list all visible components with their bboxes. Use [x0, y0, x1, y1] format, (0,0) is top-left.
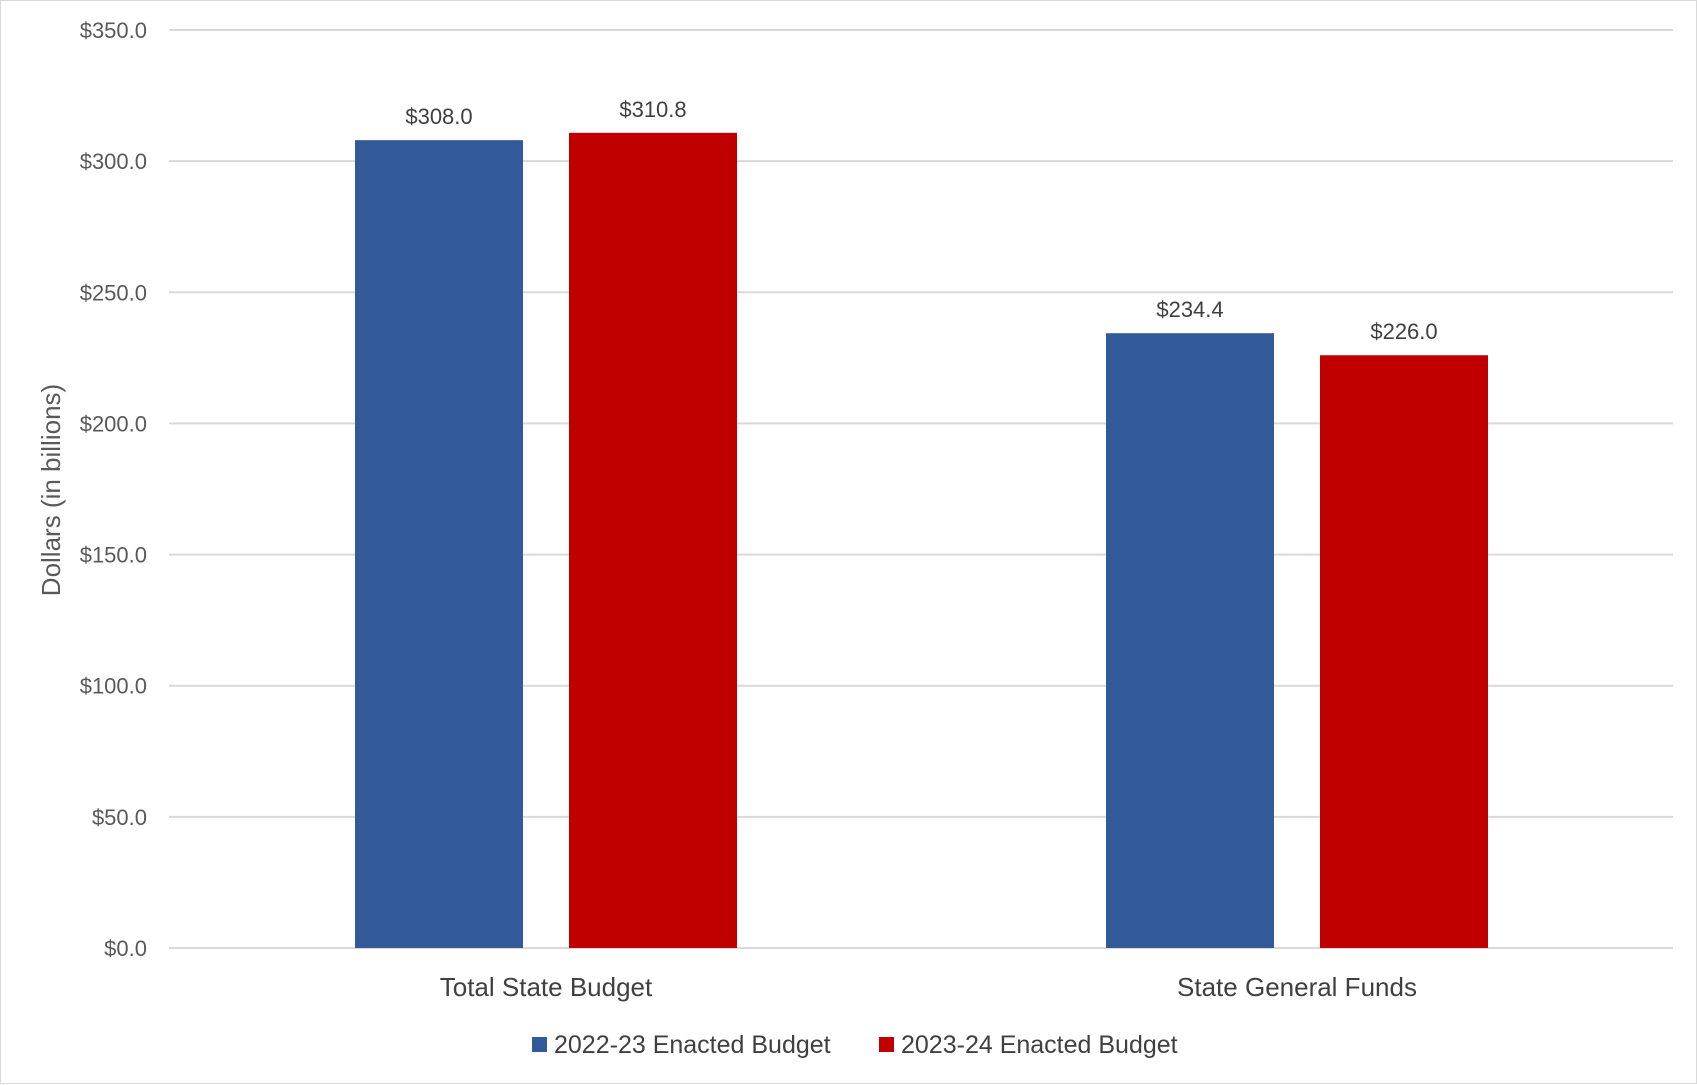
legend-label: 2023-24 Enacted Budget: [901, 1031, 1178, 1059]
data-label: $310.8: [619, 97, 686, 122]
bar: [1106, 333, 1274, 948]
x-category-label: Total State Budget: [440, 972, 653, 1002]
data-label: $308.0: [405, 104, 472, 129]
legend-item: 2023-24 Enacted Budget: [879, 1031, 1178, 1059]
bar: [1320, 355, 1488, 949]
y-tick-label: $100.0: [80, 674, 147, 699]
x-category-label: State General Funds: [1177, 972, 1417, 1002]
y-axis-title: Dollars (in billions): [36, 384, 66, 596]
data-labels: $308.0 $234.4 $310.8 $226.0: [405, 97, 1437, 344]
y-tick-label: $50.0: [92, 805, 147, 830]
y-tick-label: $350.0: [80, 18, 147, 43]
y-tick-label: $300.0: [80, 149, 147, 174]
y-axis-ticks: $0.0 $50.0 $100.0 $150.0 $200.0 $250.0 $300.0 $…: [80, 18, 147, 961]
y-tick-label: $150.0: [80, 543, 147, 568]
y-tick-label: $0.0: [104, 936, 147, 961]
legend-item: 2022-23 Enacted Budget: [532, 1031, 831, 1059]
legend-swatch: [532, 1037, 547, 1052]
bar: [569, 132, 737, 949]
data-label: $234.4: [1156, 297, 1223, 322]
x-axis-categories: Total State Budget State General Funds: [440, 972, 1417, 1002]
legend-swatch: [879, 1037, 894, 1052]
legend-label: 2022-23 Enacted Budget: [554, 1031, 831, 1059]
y-tick-label: $200.0: [80, 411, 147, 436]
data-label: $226.0: [1370, 319, 1437, 344]
bar: [355, 140, 523, 948]
bars: [355, 132, 1488, 949]
y-tick-label: $250.0: [80, 280, 147, 305]
legend: 2022-23 Enacted Budget 2023-24 Enacted Bu…: [532, 1031, 1178, 1059]
